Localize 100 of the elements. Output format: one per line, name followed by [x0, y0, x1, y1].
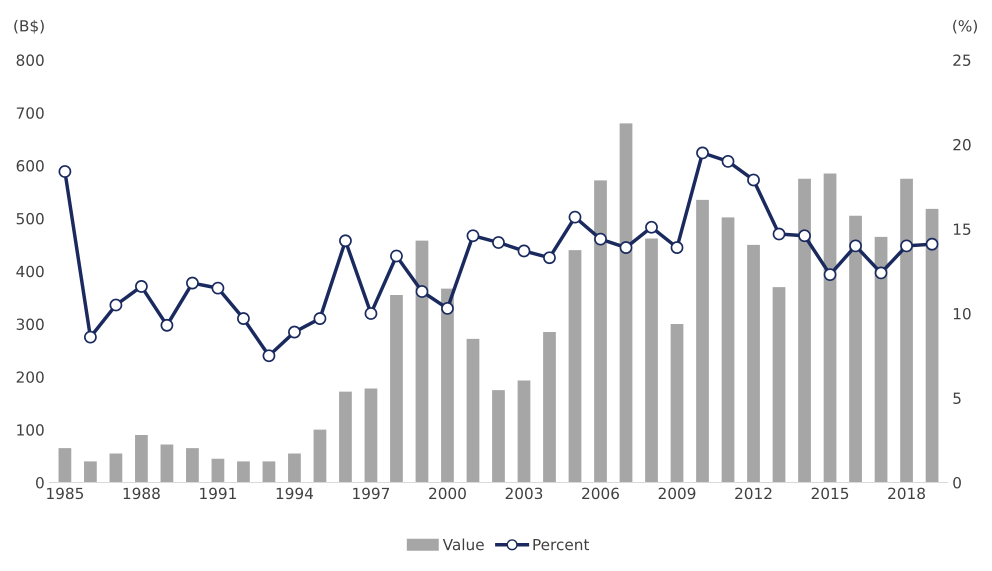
point — [543, 251, 556, 264]
point — [670, 241, 684, 254]
bar — [58, 448, 72, 482]
x-tick-label: 2012 — [735, 488, 772, 500]
bar — [645, 238, 658, 482]
x-tick-label: 2015 — [812, 488, 848, 500]
point — [824, 268, 836, 281]
bar — [466, 338, 480, 482]
x-tick-label: 1991 — [200, 488, 236, 500]
bar — [594, 180, 607, 482]
y-tick-label: 700 — [16, 107, 44, 119]
point — [314, 312, 326, 325]
bar — [696, 200, 709, 482]
bar — [339, 392, 352, 482]
point — [84, 330, 97, 344]
point — [186, 276, 199, 290]
bar — [747, 244, 760, 482]
y-tick-label: 0 — [36, 476, 44, 489]
bar — [543, 332, 556, 482]
point — [58, 165, 72, 178]
bar — [849, 216, 862, 482]
x-tick-label: 2006 — [582, 488, 619, 500]
point — [849, 239, 862, 252]
point — [288, 326, 301, 338]
bar — [620, 123, 632, 482]
bar — [314, 430, 326, 482]
y-tick-label: 100 — [17, 424, 44, 436]
bar — [262, 461, 276, 482]
y-tick-label: 600 — [16, 160, 44, 172]
point — [620, 241, 632, 254]
bar — [568, 250, 582, 482]
bar — [416, 240, 428, 482]
point — [900, 239, 913, 252]
bar — [518, 380, 530, 482]
point — [237, 312, 250, 325]
bar — [441, 288, 454, 482]
bar — [670, 324, 684, 482]
bar — [364, 388, 378, 482]
point — [110, 298, 122, 312]
bar — [926, 208, 938, 482]
point — [135, 280, 148, 293]
point — [696, 146, 709, 160]
point — [874, 266, 888, 280]
legend-label: Percent — [533, 538, 590, 550]
x-tick-label: 1988 — [124, 488, 160, 500]
bar — [110, 453, 122, 482]
point — [339, 234, 352, 248]
y2-tick-label: 10 — [954, 308, 971, 320]
x-tick-label: 2003 — [506, 488, 542, 500]
bar — [900, 178, 913, 482]
point — [364, 307, 378, 320]
point — [747, 174, 760, 186]
point — [722, 154, 734, 168]
point — [518, 244, 530, 258]
bar — [237, 461, 250, 482]
point — [798, 229, 811, 242]
bar — [772, 287, 786, 482]
x-tick-label: 1997 — [353, 488, 390, 500]
x-tick-label: 1985 — [47, 488, 84, 500]
point — [926, 238, 938, 251]
y2-tick-label: 5 — [953, 392, 961, 404]
bar — [84, 461, 97, 482]
y-tick-label: 400 — [16, 266, 44, 278]
bar — [390, 294, 403, 482]
bar — [135, 434, 148, 482]
x-tick-label: 2009 — [658, 488, 696, 500]
y-tick-label: 200 — [16, 371, 44, 383]
point — [568, 210, 582, 224]
point — [262, 349, 276, 362]
y2-tick-label: 15 — [954, 224, 970, 235]
bar — [798, 178, 811, 482]
point — [212, 282, 224, 295]
x-tick-label: 1994 — [276, 488, 314, 500]
bar — [288, 453, 301, 482]
point — [160, 318, 174, 332]
legend-label: Value — [442, 538, 484, 550]
point — [441, 302, 454, 315]
y-tick-label: 300 — [16, 318, 44, 330]
bar — [212, 458, 224, 482]
point — [492, 236, 505, 249]
y-tick-label: 500 — [16, 212, 44, 224]
bar — [824, 174, 836, 482]
y2-tick-label: 25 — [953, 54, 970, 66]
y-axis-title: (B$) — [14, 20, 44, 34]
point — [772, 228, 786, 240]
bar — [874, 236, 888, 482]
y2-axis-title: (%) — [953, 20, 977, 34]
point — [390, 250, 403, 262]
point — [645, 220, 658, 234]
y2-tick-label: 0 — [953, 476, 961, 489]
x-tick-label: 2018 — [888, 488, 925, 500]
point — [594, 232, 607, 246]
point — [416, 285, 428, 298]
bar — [492, 390, 505, 482]
y-tick-label: 800 — [16, 54, 44, 66]
bar — [160, 444, 174, 482]
bar — [722, 217, 734, 482]
x-tick-label: 2000 — [429, 488, 466, 500]
bar — [186, 448, 199, 482]
point — [466, 229, 480, 242]
